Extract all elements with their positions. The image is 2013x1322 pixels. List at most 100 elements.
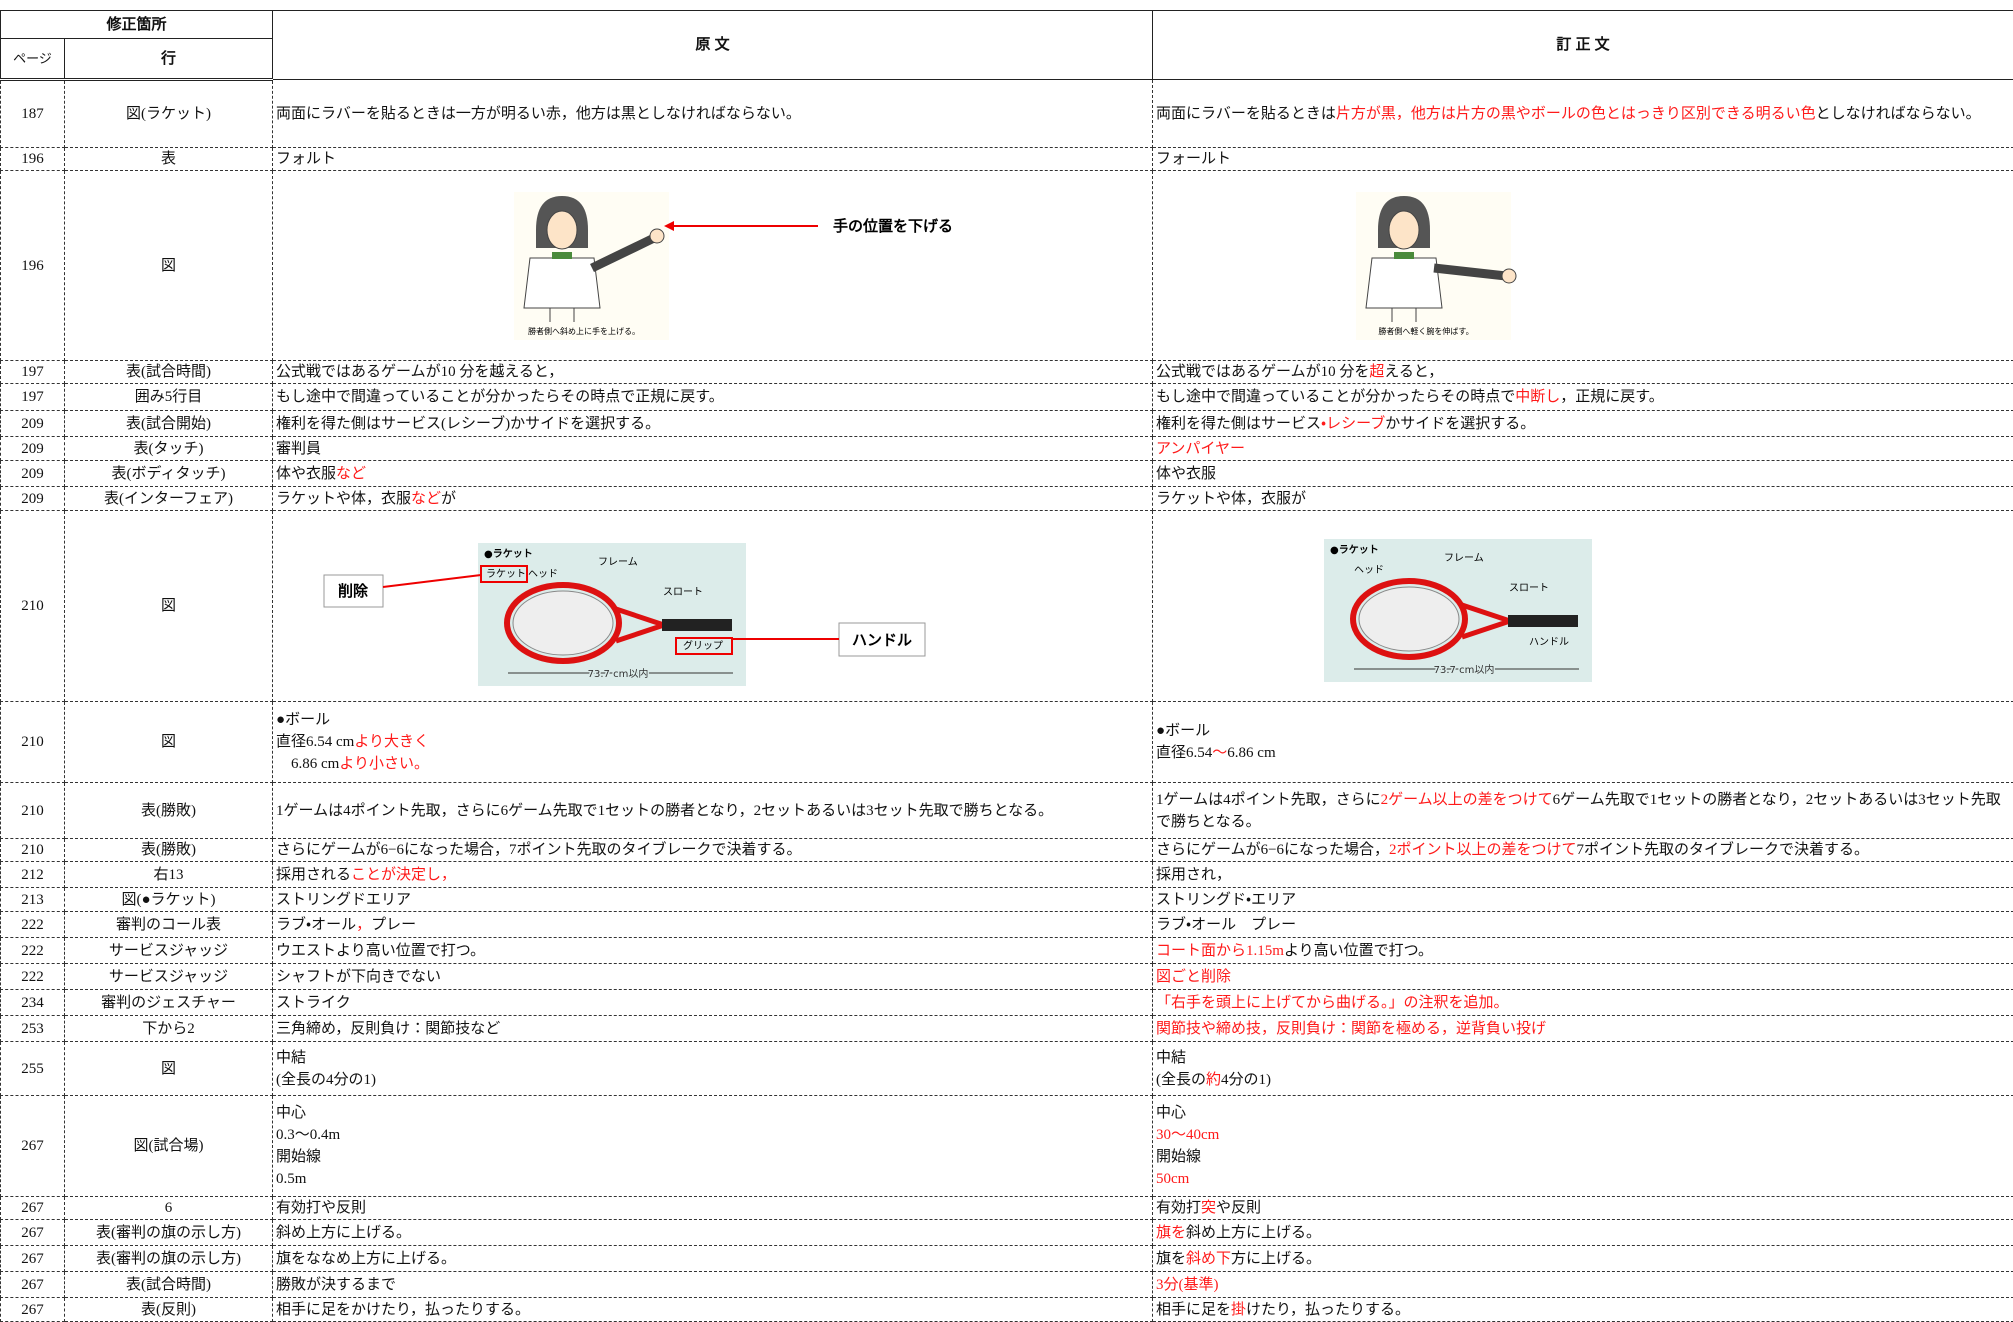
frame-label: フレーム bbox=[598, 556, 638, 568]
page-cell: 267 bbox=[1, 1197, 65, 1220]
page-cell: 267 bbox=[1, 1298, 65, 1322]
text-segment: ラケットや体，衣服が bbox=[1156, 491, 1306, 507]
page-cell: 209 bbox=[1, 487, 65, 511]
text-segment: ストリングド・エリア bbox=[1156, 892, 1296, 908]
text-segment: 方に上げる。 bbox=[1231, 1251, 1321, 1267]
corrected-cell: もし途中で間違っていることが分かったらその時点で中断し，正規に戻す。 bbox=[1153, 384, 2013, 411]
text-segment: ， bbox=[356, 917, 371, 933]
corrected-cell: 有効打突や反則 bbox=[1153, 1197, 2013, 1220]
original-cell: 三角締め，反則負け：関節技など bbox=[273, 1016, 1153, 1042]
line-cell: 表(試合時間) bbox=[65, 361, 273, 384]
corrected-cell: ラブ・オール プレー bbox=[1153, 912, 2013, 938]
text-segment: 開始線 bbox=[1156, 1149, 1201, 1165]
original-cell: 中結 (全長の4分の1) bbox=[273, 1042, 1153, 1096]
line-cell: 表(ボディタッチ) bbox=[65, 461, 273, 487]
original-cell: 公式戦ではあるゲームが10 分を越えると， bbox=[273, 361, 1153, 384]
page-cell: 209 bbox=[1, 461, 65, 487]
length-label: 73.7 cm以内 bbox=[588, 667, 649, 680]
callout-text: ハンドル bbox=[852, 631, 912, 649]
original-cell: 1ゲームは4ポイント先取，さらに6ゲーム先取で1セットの勝者となり，2セットある… bbox=[273, 783, 1153, 839]
original-cell: 権利を得た側はサービス(レシーブ)かサイドを選択する。 bbox=[273, 411, 1153, 437]
text-segment: より大きく bbox=[354, 734, 429, 750]
text-segment: 両面にラバーを貼るときは bbox=[1156, 106, 1336, 122]
original-cell: ラケットや体，衣服などが bbox=[273, 487, 1153, 511]
corrected-cell: フォールト bbox=[1153, 148, 2013, 171]
original-cell: ストリングドエリア bbox=[273, 888, 1153, 912]
original-cell: ウエストより高い位置で打つ。 bbox=[273, 938, 1153, 964]
text-segment: 体や衣服 bbox=[1156, 466, 1216, 482]
text-segment: ストライク bbox=[276, 995, 351, 1011]
text-segment: ，正規に戻す。 bbox=[1560, 389, 1664, 405]
text-segment: ラケットや体，衣服 bbox=[276, 491, 411, 507]
frame-label: フレーム bbox=[1444, 552, 1484, 564]
line-cell: 図 bbox=[65, 511, 273, 702]
line-cell: サービスジャッジ bbox=[65, 938, 273, 964]
page-cell: 267 bbox=[1, 1096, 65, 1197]
text-segment: 関節技や締め技，反則負け：関節を極める，逆背負い投げ bbox=[1156, 1021, 1546, 1037]
page-cell: 213 bbox=[1, 888, 65, 912]
text-segment: 有効打や反則 bbox=[276, 1200, 366, 1216]
header-corrected: 訂 正 文 bbox=[1153, 11, 2013, 80]
text-segment: ・レシーブ bbox=[1321, 416, 1385, 432]
page-cell: 197 bbox=[1, 361, 65, 384]
corrected-cell: 中心 30〜40cm 開始線 50cm bbox=[1153, 1096, 2013, 1197]
page-cell: 210 bbox=[1, 702, 65, 783]
original-figure-cell: 手の位置を下げる勝者側へ斜め上に手を上げる。 bbox=[273, 171, 1153, 361]
text-segment: ラブ・オール bbox=[276, 917, 356, 933]
text-segment: 片方が黒，他方は片方の黒やボールの色とはっきり区別できる明るい色 bbox=[1336, 106, 1816, 122]
text-segment: 旗を bbox=[1156, 1225, 1186, 1241]
throat-label: スロート bbox=[1509, 583, 1549, 594]
text-segment: 採用される bbox=[276, 867, 351, 883]
text-segment: 掛 bbox=[1231, 1302, 1246, 1318]
text-segment: かサイドを選択する。 bbox=[1385, 416, 1535, 432]
original-cell: 体や衣服など bbox=[273, 461, 1153, 487]
text-segment: 6.86 cm bbox=[276, 756, 339, 772]
text-segment: 有効打 bbox=[1156, 1200, 1201, 1216]
page-cell: 209 bbox=[1, 437, 65, 461]
caption: 勝者側へ斜め上に手を上げる。 bbox=[528, 326, 640, 336]
text-segment: 2ポイント以上の差をつけて bbox=[1389, 842, 1577, 858]
shirt bbox=[1366, 258, 1442, 308]
line-cell: 図 bbox=[65, 1042, 273, 1096]
text-segment: プレー bbox=[371, 917, 416, 933]
text-segment: フォールト bbox=[1156, 151, 1231, 167]
text-segment: 突 bbox=[1201, 1200, 1216, 1216]
text-segment: ウエストより高い位置で打つ。 bbox=[276, 943, 485, 959]
text-segment: 採用され， bbox=[1156, 867, 1231, 883]
original-cell: 採用されることが決定し， bbox=[273, 862, 1153, 888]
corrected-cell: ストリングド・エリア bbox=[1153, 888, 2013, 912]
text-segment: 旗をななめ上方に上げる。 bbox=[276, 1251, 456, 1267]
line-cell: 表(インターフェア) bbox=[65, 487, 273, 511]
original-cell: 審判員 bbox=[273, 437, 1153, 461]
corrected-cell: ●ボール 直径6.54〜6.86 cm bbox=[1153, 702, 2013, 783]
handle bbox=[662, 619, 732, 631]
line-cell: 図(試合場) bbox=[65, 1096, 273, 1197]
text-segment: 権利を得た側はサービス(レシーブ)かサイドを選択する。 bbox=[276, 416, 660, 432]
shirt bbox=[524, 258, 600, 308]
text-segment: 相手に足をかけたり，払ったりする。 bbox=[276, 1302, 530, 1318]
text-segment: など bbox=[336, 466, 366, 482]
header-page: ページ bbox=[1, 39, 65, 80]
corrected-figure-cell: 勝者側へ軽く腕を伸ばす。 bbox=[1153, 171, 2013, 361]
corrected-cell: 旗を斜め下方に上げる。 bbox=[1153, 1246, 2013, 1272]
corrected-cell: 採用され， bbox=[1153, 862, 2013, 888]
grip-label: グリップ bbox=[683, 639, 723, 652]
text-segment: 権利を得た側はサービス bbox=[1156, 416, 1321, 432]
corrected-cell: 両面にラバーを貼るときは片方が黒，他方は片方の黒やボールの色とはっきり区別できる… bbox=[1153, 80, 2013, 148]
text-segment: 中断し bbox=[1515, 389, 1560, 405]
text-segment: や反則 bbox=[1216, 1200, 1261, 1216]
text-segment: より小さい。 bbox=[339, 756, 429, 772]
page-cell: 187 bbox=[1, 80, 65, 148]
page-cell: 267 bbox=[1, 1220, 65, 1246]
text-segment: 超 bbox=[1369, 364, 1384, 380]
